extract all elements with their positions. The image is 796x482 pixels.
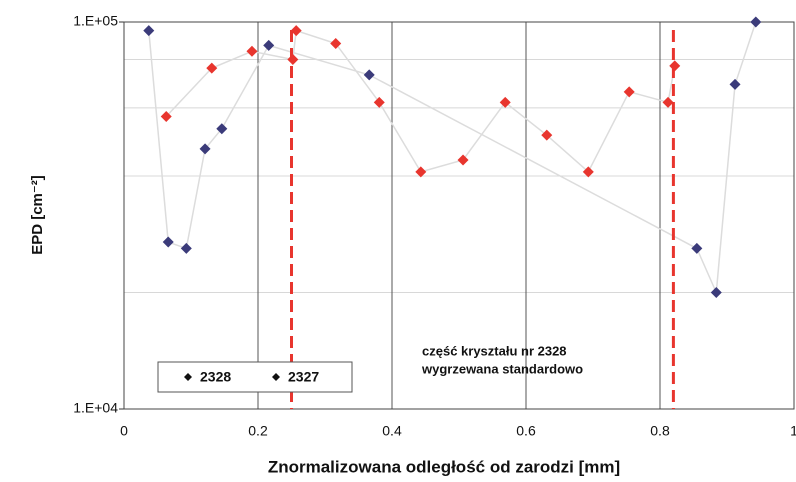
data-point: [160, 110, 172, 122]
legend-label: 2327: [288, 369, 319, 385]
legend-label: 2328: [200, 369, 231, 385]
data-point: [180, 242, 192, 254]
data-point: [623, 86, 635, 98]
data-point: [499, 96, 511, 108]
y-tick-label: 1.E+05: [73, 13, 118, 29]
data-point: [669, 60, 681, 72]
data-point: [206, 62, 218, 74]
annotation: część kryształu nr 2328: [422, 343, 567, 358]
plot-frame: [123, 21, 795, 410]
data-point: [290, 25, 302, 37]
data-point: [162, 236, 174, 248]
data-point: [541, 129, 553, 141]
data-point: [710, 287, 722, 299]
data-point: [691, 242, 703, 254]
data-point: [246, 45, 258, 57]
legend: 2328 2327: [157, 361, 353, 393]
data-point: [662, 96, 674, 108]
legend-marker: [184, 373, 192, 381]
y-tick-label: 1.E+04: [73, 400, 118, 416]
x-tick-label: 1: [790, 423, 796, 439]
data-point: [143, 25, 155, 37]
x-axis-label: Znormalizowana odległość od zarodzi [mm]: [268, 457, 620, 476]
annotation: wygrzewana standardowo: [421, 361, 583, 376]
data-point: [363, 69, 375, 81]
data-point: [199, 143, 211, 155]
x-tick-label: 0.4: [382, 423, 402, 439]
data-point: [582, 166, 594, 178]
data-point: [287, 54, 299, 66]
data-point: [457, 154, 469, 166]
x-tick-label: 0.2: [248, 423, 268, 439]
x-tick-label: 0.6: [516, 423, 536, 439]
legend-marker: [272, 373, 280, 381]
data-point: [263, 39, 275, 51]
x-tick-label: 0: [120, 423, 128, 439]
y-axis-label: EPD [cm⁻²]: [29, 175, 46, 255]
data-point: [216, 123, 228, 135]
data-point: [415, 166, 427, 178]
data-point: [330, 37, 342, 49]
x-tick-label: 0.8: [650, 423, 670, 439]
data-point: [750, 16, 762, 28]
data-point: [373, 96, 385, 108]
series-line: [148, 21, 757, 293]
data-point: [729, 78, 741, 90]
